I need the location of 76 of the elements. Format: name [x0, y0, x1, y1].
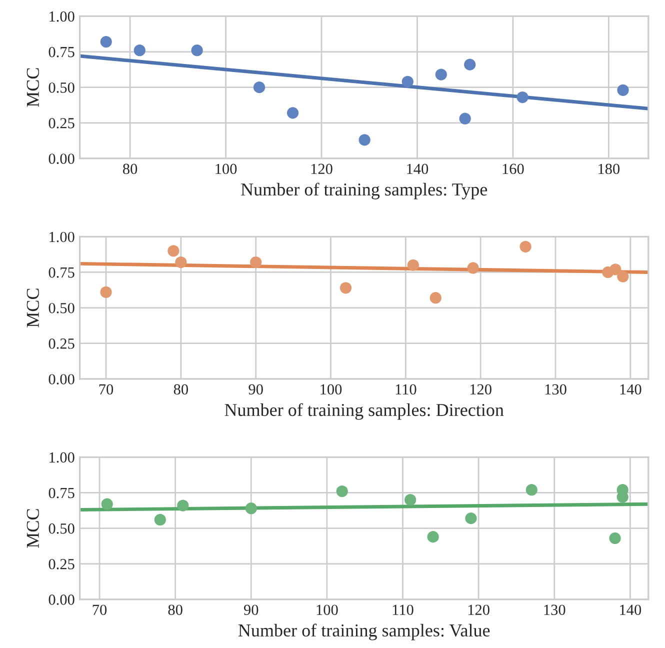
x-axis-title: Number of training samples: Direction: [224, 403, 504, 420]
y-axis-title: MCC: [26, 509, 39, 548]
y-tick-label: 1.00: [50, 452, 74, 463]
x-tick-label: 100: [216, 164, 237, 174]
point: [358, 134, 370, 146]
x-tick-label: 80: [174, 384, 188, 395]
x-tick-label: 120: [311, 164, 332, 174]
point: [407, 259, 419, 271]
y-tick-label: 0.25: [48, 338, 74, 349]
point: [177, 500, 189, 512]
point: [516, 91, 528, 104]
point: [609, 532, 621, 544]
y-tick-label: 0.75: [48, 488, 74, 498]
point: [404, 494, 416, 506]
point: [430, 292, 442, 304]
y-tick-label: 0.50: [48, 523, 74, 534]
y-tick-label: 0.75: [48, 267, 74, 278]
x-tick-label: 110: [392, 604, 414, 616]
point: [435, 68, 447, 80]
x-tick-label: 70: [99, 384, 114, 395]
y-tick-label: 0.00: [48, 374, 74, 384]
y-tick-label: 0.50: [48, 82, 74, 93]
point: [526, 484, 538, 496]
x-axis-title: Number of training samples: Value: [238, 624, 490, 640]
y-axis-title: MCC: [26, 288, 39, 328]
x-tick-label: 140: [620, 604, 642, 616]
point: [175, 256, 187, 268]
x-tick-label: 130: [544, 604, 566, 616]
x-tick-label: 140: [620, 384, 642, 395]
x-tick-label: 110: [396, 384, 416, 395]
y-axis-title: MCC: [26, 68, 39, 107]
point: [617, 84, 629, 96]
x-axis-title: Number of training samples: Type: [241, 182, 488, 200]
point: [520, 240, 532, 252]
x-tick-label: 80: [168, 604, 182, 616]
x-tick-label: 160: [502, 164, 524, 174]
y-tick-label: 1.00: [50, 232, 74, 242]
point: [464, 58, 476, 70]
point: [427, 531, 439, 543]
point: [191, 44, 203, 56]
y-tick-label: 0.00: [48, 594, 74, 605]
point: [402, 76, 414, 88]
x-tick-label: 140: [407, 164, 428, 174]
y-tick-label: 1.00: [50, 11, 74, 22]
point: [610, 264, 622, 276]
point: [100, 36, 112, 48]
point: [467, 262, 479, 274]
x-tick-label: 100: [316, 604, 338, 616]
point: [336, 485, 348, 498]
x-tick-label: 90: [244, 604, 258, 616]
point: [340, 282, 352, 294]
y-tick-label: 0.50: [48, 302, 74, 314]
x-tick-label: 70: [92, 604, 107, 616]
x-tick-label: 120: [470, 384, 492, 395]
x-tick-label: 180: [598, 164, 620, 174]
point: [154, 514, 166, 526]
point: [134, 44, 146, 56]
x-tick-label: 130: [545, 384, 566, 395]
x-tick-label: 120: [468, 604, 490, 616]
point: [286, 107, 299, 119]
y-tick-label: 0.25: [48, 118, 74, 128]
point: [245, 502, 257, 514]
x-tick-label: 80: [122, 164, 138, 174]
x-tick-label: 100: [320, 384, 342, 395]
y-tick-label: 0.75: [48, 46, 74, 58]
point: [100, 286, 112, 298]
point: [465, 512, 477, 524]
point: [101, 498, 113, 510]
point: [250, 256, 262, 268]
point: [253, 82, 266, 94]
y-tick-label: 0.00: [48, 154, 74, 164]
x-tick-label: 90: [248, 384, 263, 395]
point: [459, 112, 471, 124]
y-tick-label: 0.25: [48, 558, 74, 570]
point: [168, 245, 180, 257]
point: [617, 270, 629, 282]
